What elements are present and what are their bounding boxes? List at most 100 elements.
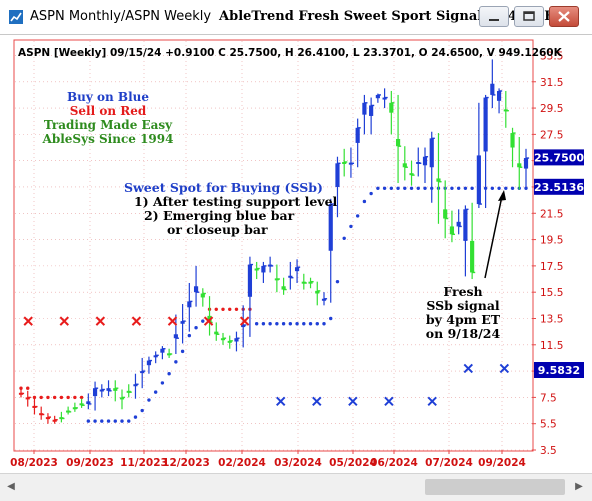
stop-dot [59, 395, 64, 400]
stop-dot [295, 322, 299, 326]
price-bar [119, 397, 125, 400]
stop-dot [335, 279, 340, 284]
stop-dot [450, 186, 454, 190]
y-tick-label: 33.5 [540, 50, 563, 62]
stop-dot [66, 395, 70, 400]
price-bar [187, 301, 192, 308]
price-bar [214, 331, 219, 335]
price-bar [510, 133, 515, 148]
window-title-tag: AbleTrend Fresh Sweet Sport Signal by 4p… [219, 9, 564, 24]
price-bar [45, 417, 51, 420]
price-label-text: 9.5832 [538, 364, 580, 377]
stop-dot [362, 199, 367, 204]
price-bar [52, 419, 57, 422]
scroll-right-icon[interactable]: ▶ [575, 481, 583, 492]
price-bar [268, 264, 273, 267]
price-bar [261, 265, 266, 273]
price-labels: 25.7500 23.5136 9.5832 [534, 149, 584, 378]
stop-dot [113, 419, 117, 423]
price-bar [241, 325, 246, 328]
price-bar [281, 286, 286, 290]
stop-dot [93, 419, 97, 423]
price-chart[interactable]: 3.55.57.59.511.513.515.517.519.521.523.5… [0, 35, 592, 473]
fresh-line4: on 9/18/24 [426, 326, 501, 341]
stop-dot [349, 224, 353, 229]
signal-x-mark [239, 316, 250, 326]
stop-dot [194, 325, 198, 330]
stop-dot [153, 390, 158, 394]
stop-dot [403, 186, 407, 190]
stop-dot [389, 186, 394, 190]
horizontal-scrollbar[interactable]: ◀ ▶ [0, 473, 592, 501]
x-tick-label: 07/2024 [425, 457, 473, 469]
stop-dot [409, 186, 414, 190]
price-bar [402, 163, 407, 168]
price-bar [355, 127, 360, 143]
stop-dot [73, 395, 77, 400]
price-bar [375, 94, 380, 99]
minimize-icon [489, 19, 499, 21]
x-tick-label: 09/2023 [66, 457, 114, 469]
price-bar [476, 155, 481, 205]
y-tick-label: 31.5 [540, 77, 563, 89]
stop-dot [504, 186, 508, 190]
scroll-left-icon[interactable]: ◀ [7, 481, 15, 492]
price-bar [369, 105, 374, 116]
stop-dot [288, 322, 293, 326]
y-tick-label: 27.5 [540, 129, 563, 141]
stop-dot [329, 316, 333, 321]
stop-dot [106, 419, 111, 423]
price-bars [18, 59, 530, 424]
stop-dot [160, 381, 165, 385]
stop-dot [302, 322, 306, 326]
signal-arrow-line [484, 195, 503, 279]
stop-dot [174, 360, 178, 364]
x-tick-label: 09/2024 [478, 457, 526, 469]
stop-dot [463, 186, 468, 190]
annotation-title: Sweet Spot for Buying (SSb) [124, 180, 323, 195]
y-tick-label: 29.5 [540, 103, 563, 115]
y-tick-label: 19.5 [540, 235, 563, 247]
maximize-button[interactable] [514, 6, 544, 27]
x-tick-label: 11/2023 [120, 457, 168, 469]
stop-dot [147, 398, 151, 402]
stop-dot [268, 322, 272, 326]
price-bar [335, 163, 340, 187]
price-label-text: 23.5136 [534, 181, 584, 194]
price-bar [436, 178, 441, 182]
stop-dot [100, 419, 104, 423]
legend-sell: Sell on Red [70, 104, 147, 118]
signal-x-mark [384, 396, 394, 407]
price-label-text: 25.7500 [534, 151, 584, 164]
stop-dot [127, 419, 131, 423]
stop-dot [120, 419, 124, 423]
x-tick-label: 06/2024 [370, 457, 418, 469]
y-tick-label: 17.5 [540, 261, 563, 273]
stop-dot [228, 307, 232, 311]
price-bar [146, 360, 152, 366]
price-label-box [534, 149, 584, 166]
price-bar [382, 97, 387, 100]
minimize-button[interactable] [479, 6, 509, 27]
stop-dot [376, 186, 380, 190]
price-bar [342, 161, 347, 164]
stop-dot [234, 307, 239, 311]
y-tick-label: 7.5 [540, 392, 557, 404]
price-bar [389, 102, 394, 113]
price-bar [86, 401, 91, 404]
price-bar [153, 355, 158, 358]
y-tick-label: 13.5 [540, 313, 563, 325]
close-button[interactable] [549, 6, 579, 27]
scroll-thumb[interactable] [425, 479, 565, 495]
signal-x-mark [131, 316, 142, 326]
y-tick-label: 3.5 [540, 445, 557, 457]
stop-dot [221, 307, 225, 311]
chart-app-icon [9, 10, 23, 24]
header-info: ASPN [Weekly] 09/15/24 +0.9100 C 25.7500… [18, 47, 563, 59]
price-bar [362, 102, 367, 115]
stop-dot [254, 322, 259, 326]
stop-dot [497, 186, 501, 190]
stop-dot [510, 186, 515, 190]
y-tick-label: 5.5 [540, 419, 557, 431]
